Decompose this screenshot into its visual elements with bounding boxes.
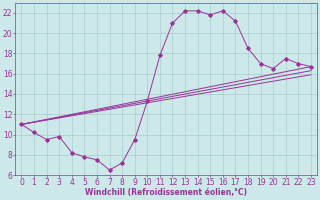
X-axis label: Windchill (Refroidissement éolien,°C): Windchill (Refroidissement éolien,°C) xyxy=(85,188,247,197)
